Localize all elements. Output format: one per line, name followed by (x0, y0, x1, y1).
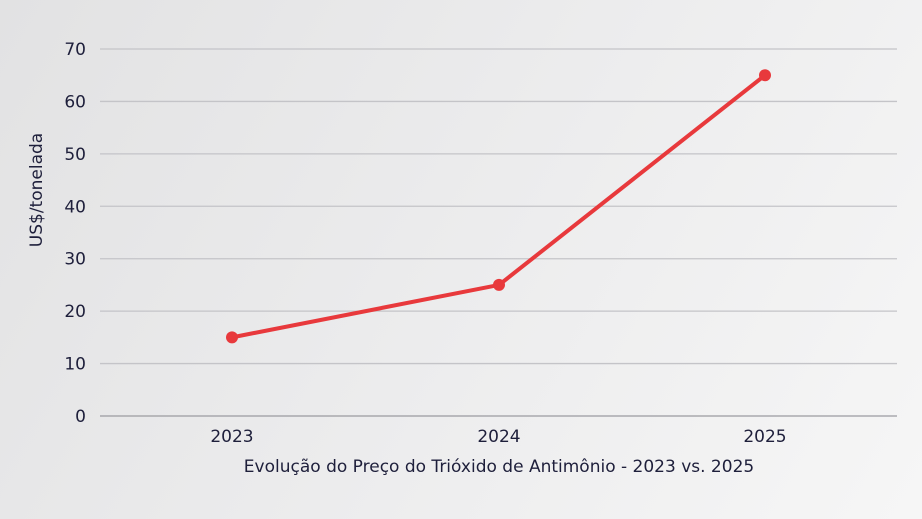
x-tick-label: 2023 (210, 427, 253, 447)
data-point (493, 278, 505, 291)
x-axis-label: Evolução do Preço do Trióxido de Antimôn… (244, 457, 754, 477)
y-tick-label: 50 (64, 145, 86, 165)
y-tick-label: 0 (75, 407, 86, 427)
x-tick-label: 2024 (477, 427, 520, 447)
y-tick-label: 70 (64, 40, 86, 60)
y-tick-label: 20 (64, 302, 86, 322)
y-axis-label: US$/tonelada (27, 133, 47, 247)
y-tick-label: 30 (64, 250, 86, 270)
data-point (226, 331, 238, 344)
x-tick-label: 2025 (743, 427, 786, 447)
y-tick-label: 60 (64, 92, 86, 112)
data-point (759, 69, 771, 82)
y-tick-label: 40 (64, 197, 86, 217)
y-tick-label: 10 (64, 355, 86, 375)
